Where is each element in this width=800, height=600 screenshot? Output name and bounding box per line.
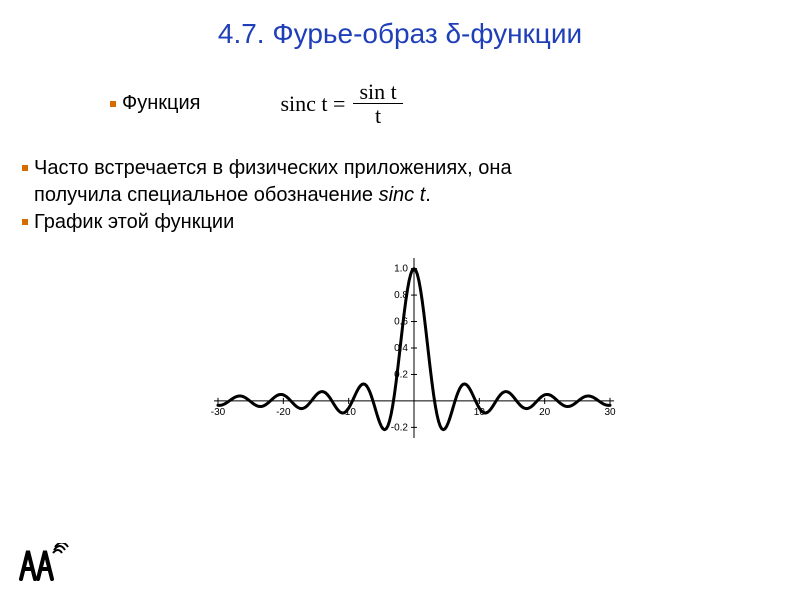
para1-line2-pre: получила специальное обозначение bbox=[34, 184, 379, 206]
logo bbox=[18, 543, 78, 588]
svg-text:-20: -20 bbox=[276, 407, 291, 418]
body-text: Часто встречается в физических приложени… bbox=[0, 155, 800, 236]
paragraph-2: График этой функции bbox=[22, 209, 770, 236]
sinc-chart: -30-20-10102030-0.20.20.40.60.81.0 bbox=[180, 254, 620, 454]
formula: sinc t = sin t t bbox=[200, 80, 402, 127]
formula-numerator: sin t bbox=[353, 80, 402, 104]
svg-text:-0.2: -0.2 bbox=[391, 423, 409, 434]
paragraph-1-content: Часто встречается в физических приложени… bbox=[34, 155, 512, 209]
formula-lhs: sinc t = bbox=[280, 91, 345, 117]
chart-container: -30-20-10102030-0.20.20.40.60.81.0 bbox=[0, 254, 800, 454]
bullet-icon bbox=[22, 165, 28, 171]
title-text: 4.7. Фурье-образ δ-функции bbox=[218, 18, 582, 49]
paragraph-1: Часто встречается в физических приложени… bbox=[22, 155, 770, 209]
bullet-icon bbox=[22, 219, 28, 225]
para1-line2-em: sinc t bbox=[379, 184, 426, 206]
para1-line1: Часто встречается в физических приложени… bbox=[34, 157, 512, 179]
para2-text: График этой функции bbox=[34, 209, 234, 236]
function-row: Функция sinc t = sin t t bbox=[0, 80, 800, 127]
svg-text:30: 30 bbox=[604, 407, 616, 418]
page-title: 4.7. Фурье-образ δ-функции bbox=[0, 0, 800, 50]
para1-line2-post: . bbox=[425, 184, 431, 206]
formula-denominator: t bbox=[369, 104, 387, 127]
svg-text:20: 20 bbox=[539, 407, 551, 418]
function-label: Функция bbox=[122, 92, 200, 115]
svg-text:-30: -30 bbox=[211, 407, 226, 418]
bullet-icon bbox=[110, 101, 116, 107]
svg-text:1.0: 1.0 bbox=[394, 264, 408, 275]
logo-icon bbox=[18, 543, 78, 583]
formula-fraction: sin t t bbox=[353, 80, 402, 127]
